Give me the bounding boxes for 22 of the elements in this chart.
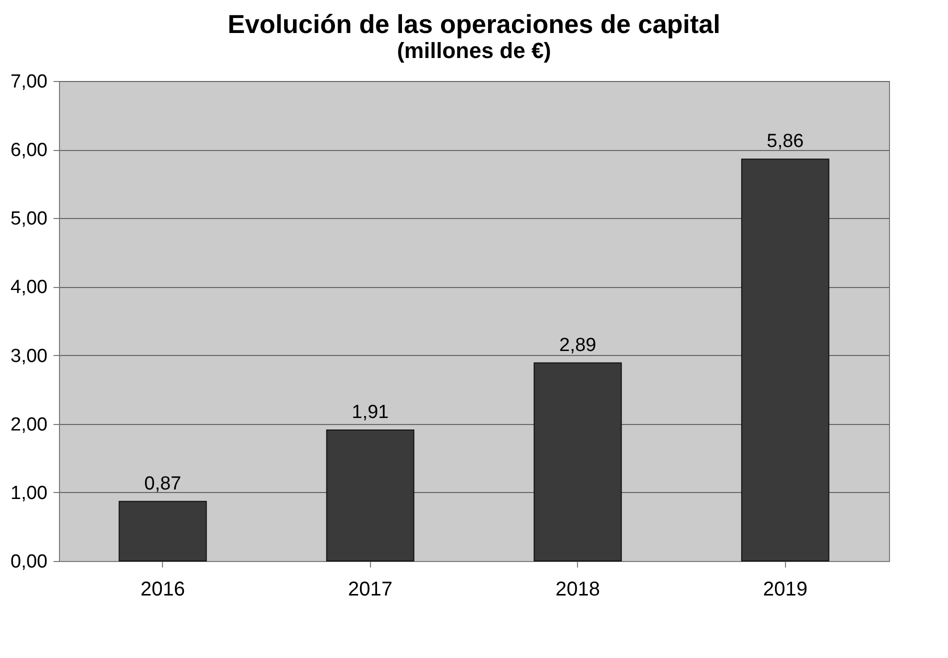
bar bbox=[326, 430, 414, 562]
chart-subtitle: (millones de €) bbox=[396, 38, 552, 63]
data-label: 0,87 bbox=[144, 473, 182, 494]
x-tick-label: 2019 bbox=[763, 578, 808, 600]
y-tick-label: 1,00 bbox=[10, 482, 48, 504]
y-tick-label: 4,00 bbox=[10, 277, 48, 298]
x-tick-label: 2018 bbox=[556, 578, 600, 600]
y-tick-label: 7,00 bbox=[10, 72, 48, 92]
y-tick-label: 5,00 bbox=[10, 208, 48, 230]
data-label: 2,89 bbox=[559, 334, 596, 356]
bar bbox=[741, 158, 830, 562]
y-tick-label: 0,00 bbox=[10, 552, 48, 572]
x-tick-label: 2017 bbox=[348, 578, 392, 600]
data-label: 5,86 bbox=[766, 131, 804, 152]
bar bbox=[534, 362, 622, 562]
bar bbox=[118, 500, 207, 562]
y-tick-label: 2,00 bbox=[10, 414, 48, 436]
data-label: 1,91 bbox=[352, 402, 389, 424]
x-tick-label: 2016 bbox=[140, 578, 185, 600]
chart-title: Evolución de las operaciones de capital bbox=[228, 9, 720, 39]
y-tick-label: 6,00 bbox=[10, 140, 48, 162]
y-tick-label: 3,00 bbox=[10, 346, 48, 367]
